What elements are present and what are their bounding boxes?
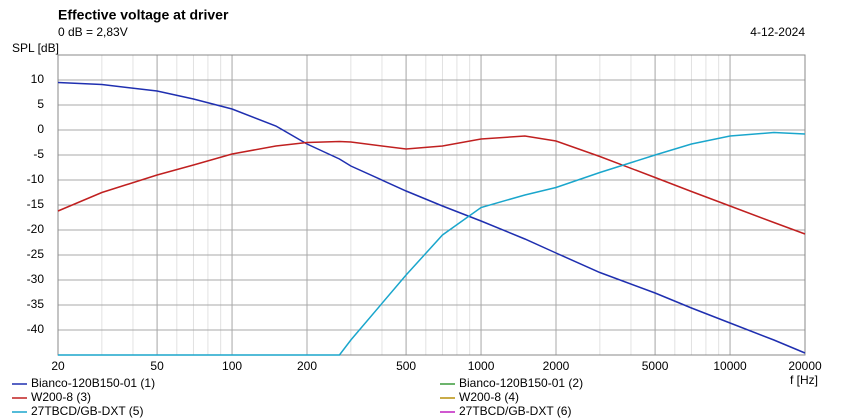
x-tick-label: 5000 — [642, 359, 669, 373]
y-tick-label: -20 — [27, 222, 45, 236]
y-tick-label: -35 — [27, 297, 45, 311]
y-tick-label: -40 — [27, 322, 45, 336]
x-tick-label: 2000 — [543, 359, 570, 373]
x-axis-label: f [Hz] — [790, 373, 818, 387]
x-tick-label: 1000 — [468, 359, 495, 373]
x-tick-label: 200 — [297, 359, 317, 373]
plot-border — [57, 54, 806, 356]
y-tick-label: -5 — [33, 147, 44, 161]
x-tick-label: 20 — [51, 359, 65, 373]
legend-label: Bianco-120B150-01 (2) — [459, 376, 583, 390]
x-tick-label: 100 — [222, 359, 242, 373]
chart-date: 4-12-2024 — [750, 25, 805, 39]
x-tick-label: 10000 — [713, 359, 747, 373]
legend-label: W200-8 (3) — [31, 390, 91, 404]
chart-subtitle: 0 dB = 2,83V — [58, 25, 128, 39]
y-tick-label: 5 — [37, 97, 44, 111]
legend-label: 27TBCD/GB-DXT (5) — [31, 404, 143, 418]
chart-title: Effective voltage at driver — [58, 7, 229, 23]
series-line — [57, 135, 806, 235]
y-tick-label: 0 — [37, 122, 44, 136]
legend-label: Bianco-120B150-01 (1) — [31, 376, 155, 390]
x-tick-label: 50 — [150, 359, 164, 373]
x-tick-label: 500 — [396, 359, 416, 373]
x-tick-label: 20000 — [788, 359, 822, 373]
legend-label: 27TBCD/GB-DXT (6) — [459, 404, 571, 418]
series-line — [57, 81, 806, 354]
legend-label: W200-8 (4) — [459, 390, 519, 404]
y-tick-label: -25 — [27, 247, 45, 261]
y-tick-label: 10 — [31, 72, 45, 86]
y-tick-label: -15 — [27, 197, 45, 211]
series-line — [58, 131, 806, 356]
y-axis-label: SPL [dB] — [12, 41, 59, 55]
y-tick-label: -30 — [27, 272, 45, 286]
y-tick-label: -10 — [27, 172, 45, 186]
